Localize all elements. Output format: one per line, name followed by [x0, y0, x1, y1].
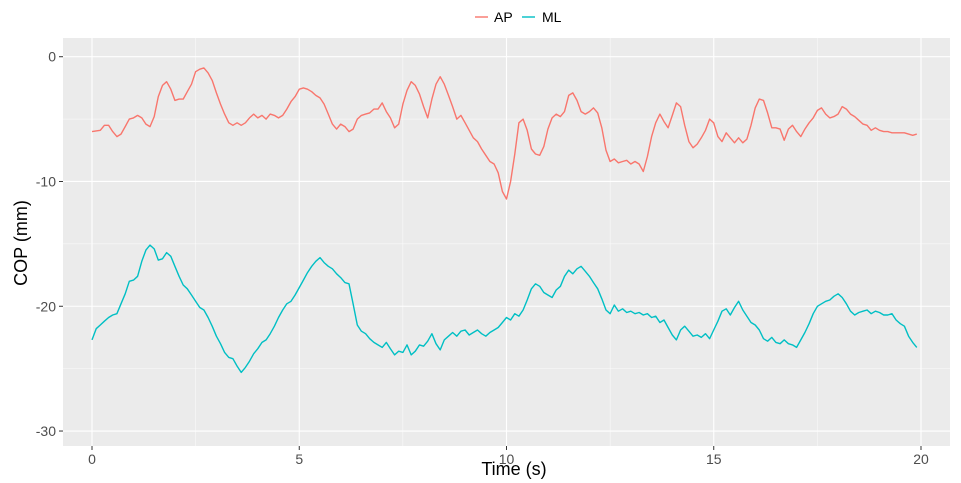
y-tick-label: -30 — [36, 423, 56, 439]
series-layer — [91, 67, 918, 374]
x-tick-label: 10 — [499, 451, 515, 467]
y-axis-title: COP (mm) — [11, 200, 31, 286]
legend: AP ML — [475, 9, 562, 25]
series-line-ml — [91, 244, 918, 374]
legend-label-ml: ML — [542, 9, 562, 25]
x-axis-ticks: 0 5 10 15 20 — [88, 446, 929, 467]
x-tick-label: 5 — [295, 451, 303, 467]
y-tick-label: 0 — [48, 49, 56, 65]
legend-label-ap: AP — [494, 9, 513, 25]
y-tick-label: -20 — [36, 298, 56, 314]
x-tick-label: 15 — [706, 451, 722, 467]
series-line-ap — [91, 67, 917, 200]
x-tick-label: 0 — [88, 451, 96, 467]
x-tick-label: 20 — [913, 451, 929, 467]
grid-major — [63, 38, 950, 446]
y-tick-label: -10 — [36, 173, 56, 189]
y-axis-ticks: 0 -10 -20 -30 — [36, 49, 63, 439]
x-axis-title: Time (s) — [481, 459, 546, 479]
